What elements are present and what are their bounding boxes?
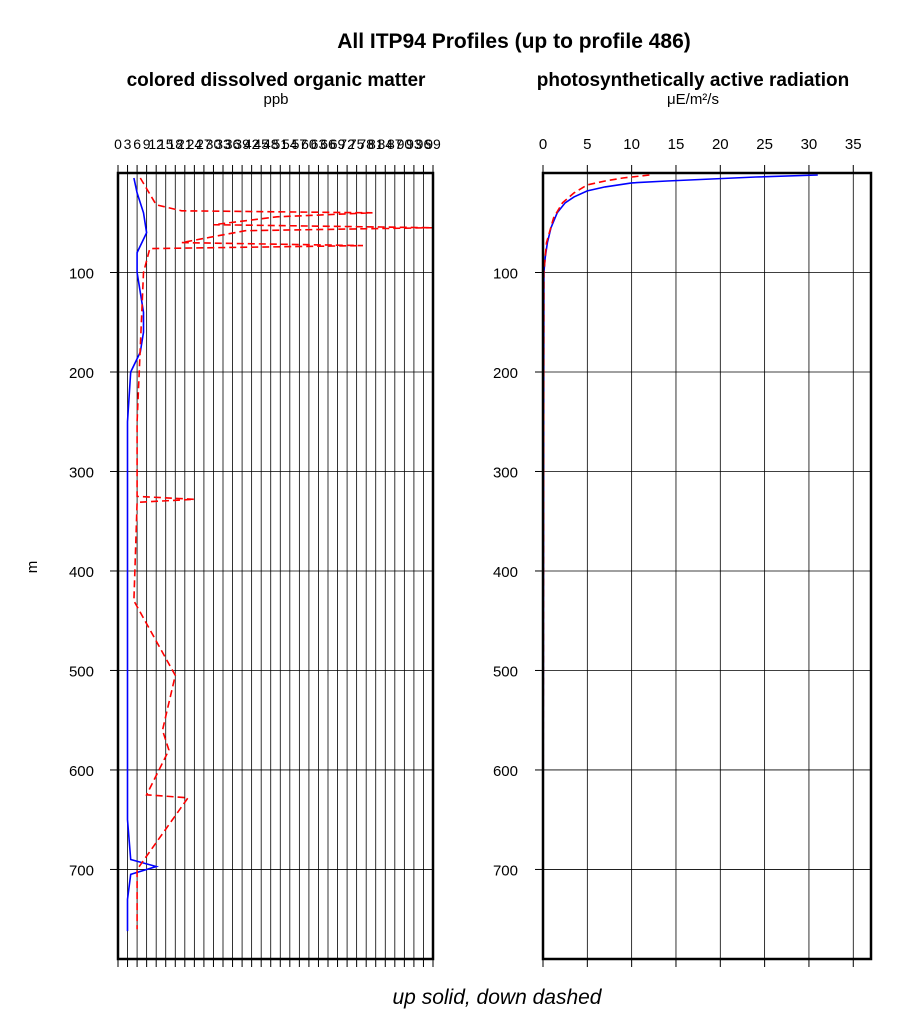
p1-xtick-label-20: 20 — [712, 136, 729, 153]
caption: up solid, down dashed — [393, 986, 603, 1009]
panel-par-unit: μE/m²/s — [667, 91, 719, 108]
p0-xtick-label-48: 48 — [263, 136, 279, 152]
p0-xtick-label-87: 87 — [387, 136, 403, 152]
p1-ytick-label-500: 500 — [493, 663, 518, 680]
p1-ytick-label-600: 600 — [493, 763, 518, 780]
panel-cdom-title: colored dissolved organic matter — [127, 70, 426, 91]
panel-cdom-unit: ppb — [263, 91, 288, 108]
p1-xtick-label-25: 25 — [756, 136, 773, 153]
panel-par-frame — [541, 171, 873, 961]
p0-xtick-label-75: 75 — [349, 136, 365, 152]
p0-xtick-label-6: 6 — [133, 136, 141, 152]
p0-ytick-label-600: 600 — [69, 763, 94, 780]
p0-xtick-label-39: 39 — [234, 136, 250, 152]
p0-xtick-label-15: 15 — [158, 136, 174, 152]
p0-xtick-label-12: 12 — [148, 136, 164, 152]
p0-xtick-label-33: 33 — [215, 136, 231, 152]
p0-xtick-label-45: 45 — [253, 136, 269, 152]
p1-ytick-label-400: 400 — [493, 564, 518, 581]
p1-xtick-label-5: 5 — [583, 136, 591, 153]
p0-xtick-label-51: 51 — [272, 136, 288, 152]
panel-par: photosynthetically active radiation μE/m… — [493, 70, 873, 967]
p0-xtick-label-21: 21 — [177, 136, 193, 152]
p0-xtick-label-78: 78 — [358, 136, 374, 152]
p0-xtick-label-93: 93 — [406, 136, 422, 152]
p0-xtick-label-72: 72 — [339, 136, 355, 152]
p0-xtick-label-0: 0 — [114, 136, 122, 152]
p0-xtick-label-84: 84 — [377, 136, 393, 152]
p0-xtick-label-57: 57 — [292, 136, 308, 152]
p1-ytick-label-100: 100 — [493, 265, 518, 282]
p0-xtick-label-54: 54 — [282, 136, 298, 152]
p0-xtick-label-81: 81 — [368, 136, 384, 152]
p0-ytick-label-100: 100 — [69, 265, 94, 282]
p1-ytick-label-300: 300 — [493, 464, 518, 481]
p0-xtick-label-3: 3 — [124, 136, 132, 152]
p0-xtick-label-42: 42 — [244, 136, 260, 152]
p0-xtick-label-90: 90 — [397, 136, 413, 152]
p0-xtick-label-9: 9 — [143, 136, 151, 152]
y-axis-label: m — [24, 561, 41, 574]
p1-xtick-label-15: 15 — [668, 136, 685, 153]
p0-ytick-label-300: 300 — [69, 464, 94, 481]
p0-ytick-label-500: 500 — [69, 663, 94, 680]
p0-xtick-label-30: 30 — [206, 136, 222, 152]
panel-par-title: photosynthetically active radiation — [537, 70, 850, 91]
p1-xtick-label-30: 30 — [801, 136, 818, 153]
p1-series-up — [542, 174, 818, 930]
p0-series-down — [133, 177, 434, 930]
p0-xtick-label-99: 99 — [425, 136, 441, 152]
p0-xtick-label-18: 18 — [167, 136, 183, 152]
panel-cdom-frame — [116, 171, 435, 961]
p0-xtick-label-69: 69 — [330, 136, 346, 152]
p1-xtick-label-10: 10 — [623, 136, 640, 153]
p0-xtick-label-36: 36 — [225, 136, 241, 152]
p0-xtick-label-66: 66 — [320, 136, 336, 152]
p1-ytick-label-700: 700 — [493, 862, 518, 879]
p0-xtick-label-60: 60 — [301, 136, 317, 152]
figure-title: All ITP94 Profiles (up to profile 486) — [337, 30, 691, 53]
p0-xtick-label-27: 27 — [196, 136, 212, 152]
p1-xtick-label-35: 35 — [845, 136, 862, 153]
p1-series-down — [542, 174, 650, 930]
p0-ytick-label-700: 700 — [69, 862, 94, 879]
p0-xtick-label-63: 63 — [311, 136, 327, 152]
p0-xtick-label-96: 96 — [416, 136, 432, 152]
p0-series-up — [126, 177, 160, 932]
p1-ytick-label-200: 200 — [493, 365, 518, 382]
p0-ytick-label-200: 200 — [69, 365, 94, 382]
p0-xtick-label-24: 24 — [187, 136, 203, 152]
p1-xtick-label-0: 0 — [539, 136, 547, 153]
p0-ytick-label-400: 400 — [69, 564, 94, 581]
